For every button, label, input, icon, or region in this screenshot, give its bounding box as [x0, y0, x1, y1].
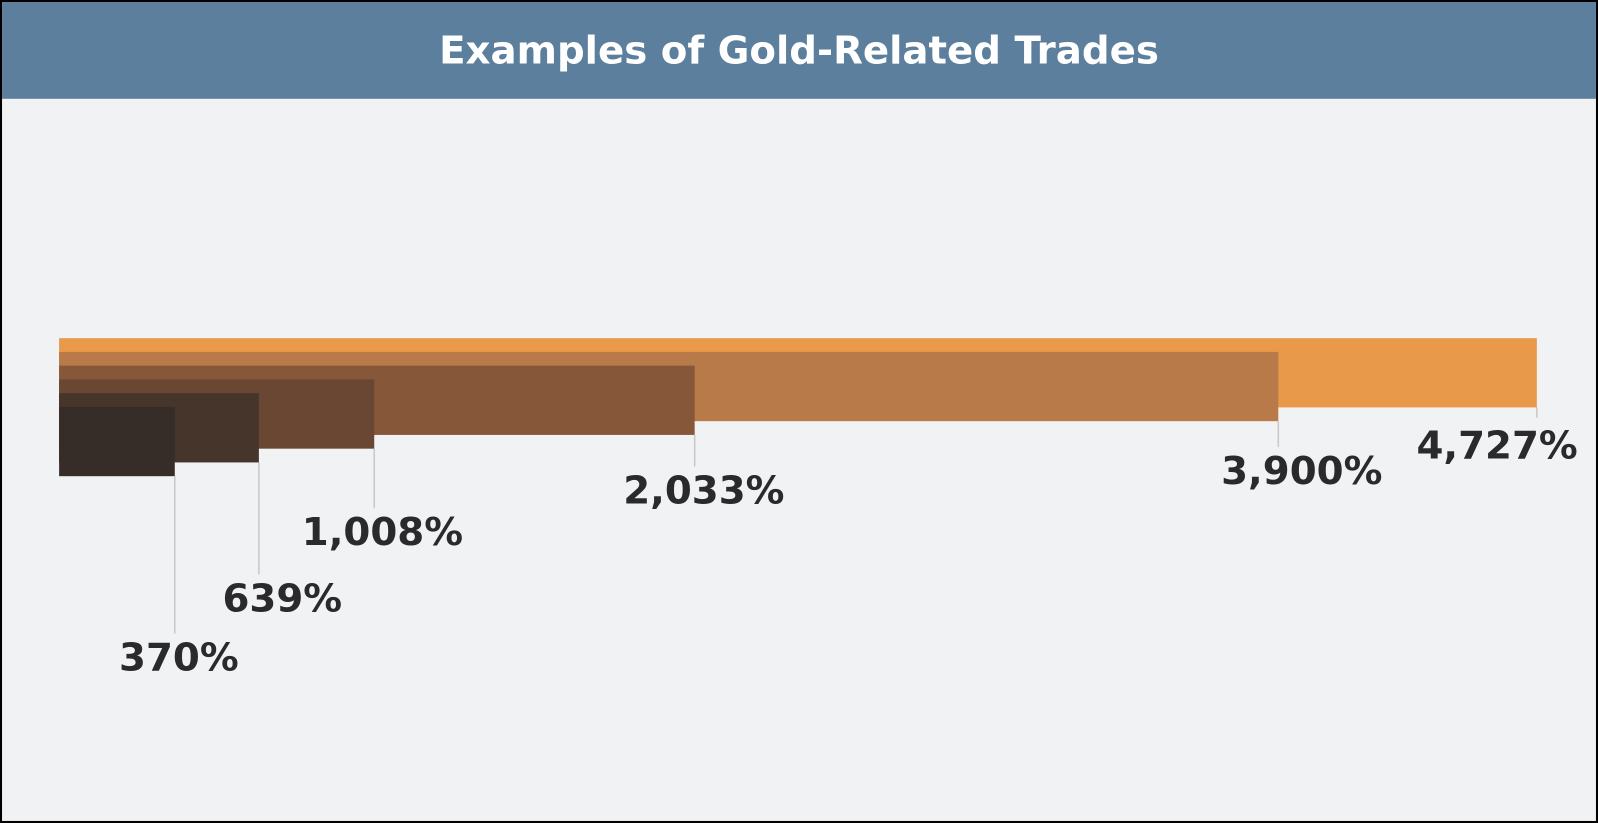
- value-label: 4,727%: [1416, 424, 1577, 469]
- value-label: 2,033%: [623, 468, 784, 513]
- bar: [59, 406, 175, 477]
- value-label: 3,900%: [1221, 449, 1382, 494]
- chart-title: Examples of Gold-Related Trades: [439, 28, 1159, 73]
- value-label: 639%: [223, 576, 343, 621]
- value-label: 1,008%: [302, 510, 463, 555]
- title-bar: [2, 2, 1596, 99]
- value-label: 370%: [119, 636, 239, 681]
